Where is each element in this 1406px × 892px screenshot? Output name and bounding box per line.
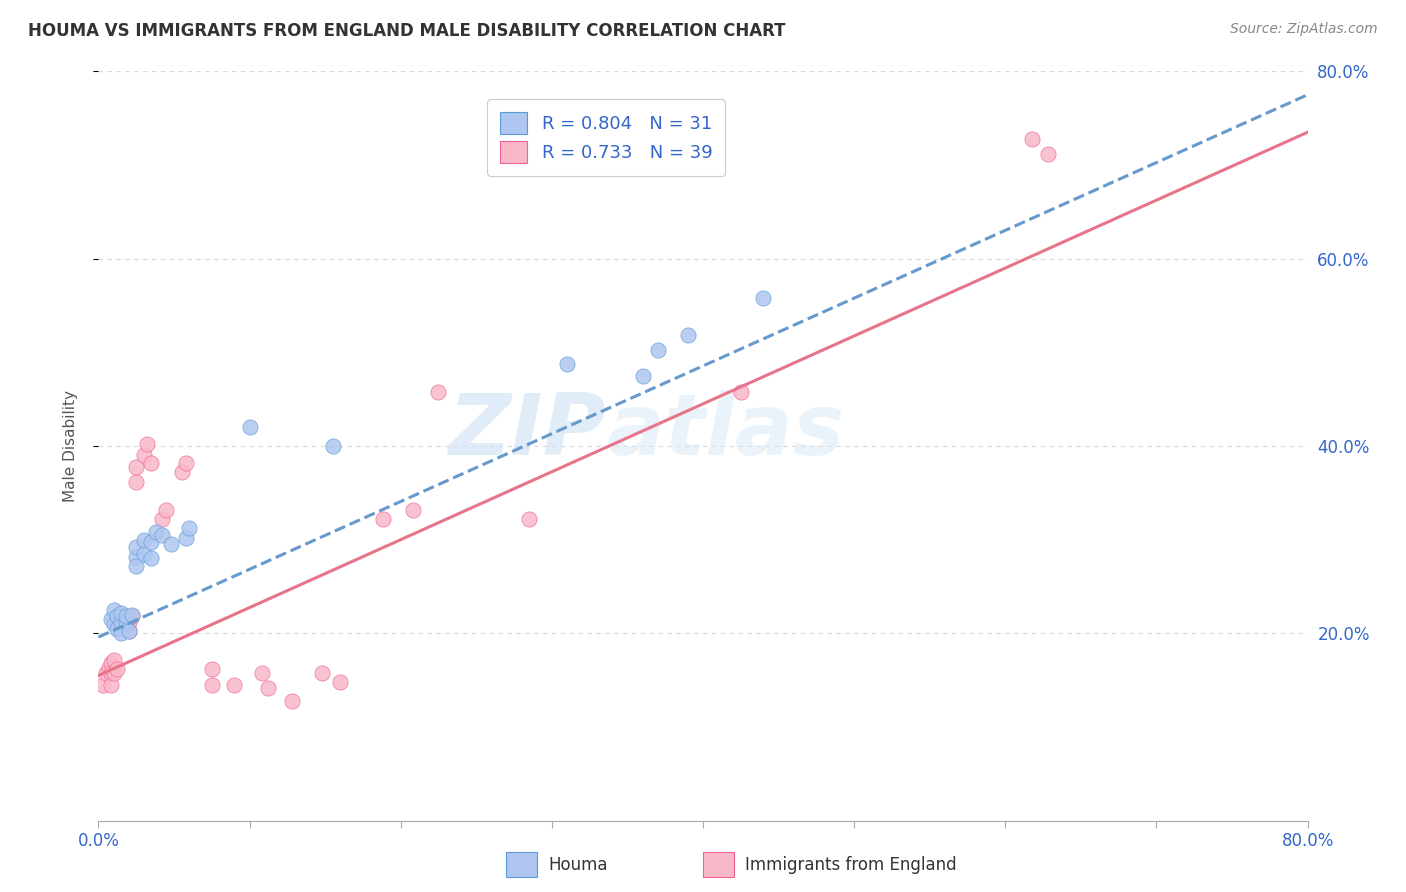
- Point: [145, 525, 167, 540]
- Point: [631, 368, 654, 383]
- Point: [103, 665, 125, 680]
- Point: [371, 512, 394, 526]
- Point: [118, 624, 141, 639]
- Point: [125, 459, 148, 474]
- Text: Immigrants from England: Immigrants from England: [745, 856, 957, 874]
- Point: [141, 456, 163, 470]
- Point: [100, 657, 122, 671]
- Point: [1021, 132, 1043, 146]
- Point: [103, 617, 125, 632]
- Point: [150, 512, 173, 526]
- Text: HOUMA VS IMMIGRANTS FROM ENGLAND MALE DISABILITY CORRELATION CHART: HOUMA VS IMMIGRANTS FROM ENGLAND MALE DI…: [28, 22, 786, 40]
- Point: [239, 420, 262, 434]
- Point: [647, 343, 669, 358]
- Point: [91, 678, 114, 692]
- Point: [118, 624, 141, 639]
- Point: [256, 681, 278, 695]
- Point: [94, 665, 117, 680]
- Text: Source: ZipAtlas.com: Source: ZipAtlas.com: [1230, 22, 1378, 37]
- Point: [105, 662, 128, 676]
- Point: [250, 665, 273, 680]
- Point: [100, 665, 122, 680]
- Point: [125, 475, 148, 489]
- Y-axis label: Male Disability: Male Disability: [63, 390, 77, 502]
- Point: [103, 603, 125, 617]
- Point: [150, 528, 173, 542]
- Point: [281, 694, 304, 708]
- Point: [160, 537, 183, 551]
- Point: [110, 626, 132, 640]
- Point: [118, 615, 141, 629]
- Point: [311, 665, 333, 680]
- Point: [100, 678, 122, 692]
- Point: [179, 521, 201, 535]
- Point: [114, 615, 136, 629]
- Point: [402, 502, 425, 516]
- Point: [110, 615, 132, 629]
- Point: [517, 512, 540, 526]
- Point: [141, 551, 163, 566]
- Point: [201, 678, 224, 692]
- Point: [110, 609, 132, 624]
- Point: [114, 609, 136, 624]
- Point: [170, 465, 193, 479]
- Point: [676, 328, 699, 343]
- Text: Houma: Houma: [548, 856, 607, 874]
- Point: [103, 652, 125, 666]
- Point: [98, 661, 121, 675]
- Point: [132, 449, 155, 463]
- Point: [125, 540, 148, 554]
- Point: [132, 533, 155, 547]
- Point: [135, 437, 157, 451]
- Point: [174, 456, 197, 470]
- Point: [224, 678, 246, 692]
- Point: [110, 615, 132, 629]
- Legend: R = 0.804   N = 31, R = 0.733   N = 39: R = 0.804 N = 31, R = 0.733 N = 39: [488, 99, 725, 176]
- Point: [141, 534, 163, 549]
- Point: [329, 675, 352, 690]
- Point: [105, 622, 128, 636]
- Point: [121, 609, 143, 624]
- Point: [114, 619, 136, 633]
- Point: [1036, 146, 1059, 161]
- Text: ZIP: ZIP: [449, 390, 606, 473]
- Point: [110, 606, 132, 620]
- Point: [730, 384, 752, 399]
- Point: [155, 502, 177, 516]
- Point: [322, 439, 344, 453]
- Point: [125, 549, 148, 564]
- Point: [105, 609, 128, 624]
- Point: [132, 547, 155, 561]
- Point: [121, 607, 143, 622]
- Point: [555, 357, 578, 371]
- Point: [100, 612, 122, 626]
- Point: [427, 384, 450, 399]
- Point: [174, 531, 197, 545]
- Text: atlas: atlas: [606, 390, 845, 473]
- Point: [752, 291, 775, 305]
- Point: [201, 662, 224, 676]
- Point: [125, 558, 148, 573]
